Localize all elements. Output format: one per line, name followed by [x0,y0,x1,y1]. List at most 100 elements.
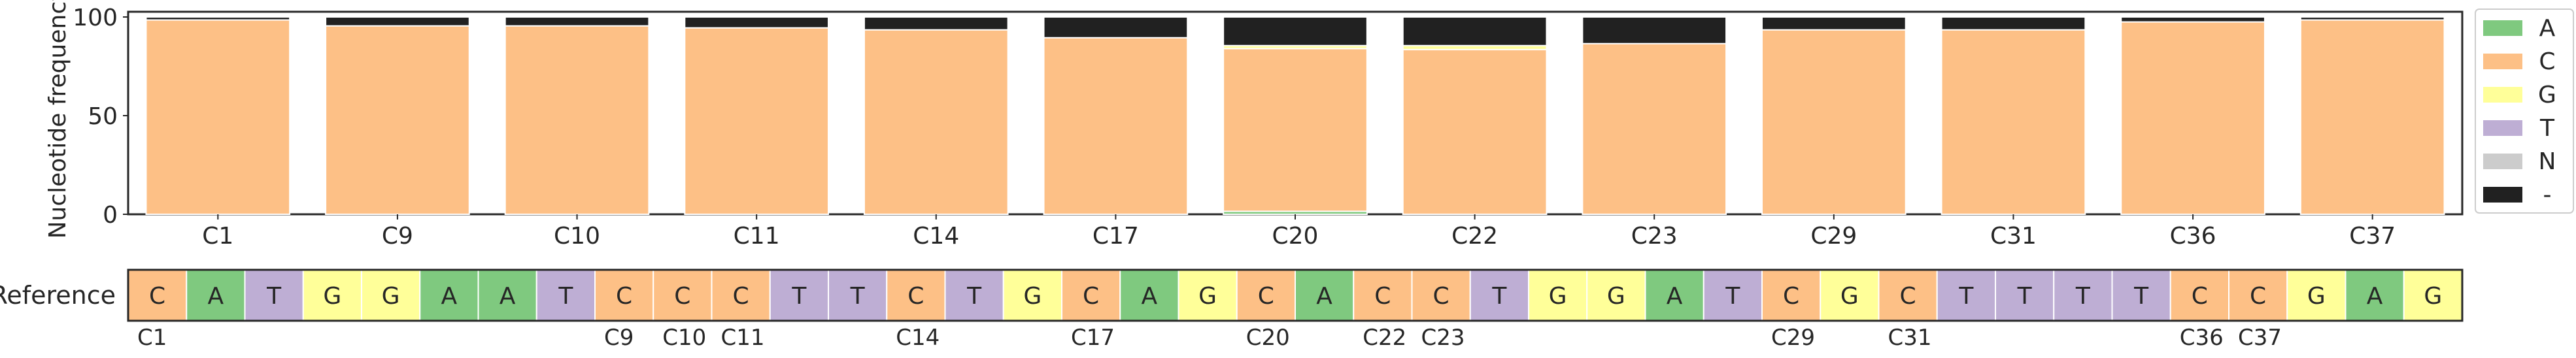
reference-position-labels: C1 C9 C10 C11 C14 C17 C20 C22 C23 C29 C31 C36 C37 [137,325,2282,351]
reference-cell-c [711,269,771,321]
x-axis: C1 C9 C10 C11 C14 C17 C20 C22 C23 C29 C31 C36 C37 [202,214,2396,250]
reference-position-label: C9 [604,325,634,351]
legend-label-g: G [2538,82,2556,108]
x-tick-label: C22 [1451,223,1498,250]
reference-base-letter: G [2307,283,2326,310]
reference-base-letter: T [558,283,573,310]
reference-base-letter: A [500,283,516,310]
y-axis-label: Nucleotide frequency [44,0,71,238]
reference-base-letter: C [1783,283,1799,310]
reference-position-label: C31 [1888,325,1932,351]
x-tick-label: C10 [554,223,600,250]
bar-c31-c [1940,29,2086,215]
reference-base-letter: C [2192,283,2208,310]
reference-base-letter: G [1607,283,1625,310]
reference-base-letter: T [1491,283,1507,310]
reference-cell-c [886,269,946,321]
reference-position-label: C37 [2238,325,2282,351]
x-tick-label: C17 [1093,223,1139,250]
reference-base-letter: A [1316,283,1332,310]
bar-c23-gap [1582,16,1727,44]
reference-base-letter: T [2075,283,2091,310]
legend-swatch-g [2483,87,2522,103]
reference-position-label: C14 [896,325,940,351]
bar-c17-c [1043,37,1189,216]
bar-c37-c [2299,19,2445,216]
reference-base-letter: G [2424,283,2442,310]
reference-base-letter: C [616,283,632,310]
legend-box [2475,8,2574,214]
reference-base-letter: C [149,283,165,310]
reference-frame [127,268,2464,322]
bar-c17-gap [1043,16,1189,39]
reference-position-label: C20 [1246,325,1290,351]
reference-base-letter: T [966,283,982,310]
y-tick-label: 0 [103,202,118,229]
reference-base-letter: T [2017,283,2033,310]
bar-c23-c [1582,42,1727,216]
legend-swatch-n [2483,154,2522,169]
reference-base-letter: C [674,283,690,310]
legend-label-a: A [2539,15,2556,42]
legend-swatch-t [2483,120,2522,136]
x-tick-label: C20 [1272,223,1319,250]
reference-base-letter: C [1258,283,1274,310]
reference-base-letter: A [208,283,224,310]
reference-cell-g [1002,269,1062,321]
bar-c1-c [145,19,291,216]
reference-position-label: C29 [1771,325,1815,351]
reference-base-letter: T [1958,283,1974,310]
y-axis: 0 50 100 [73,5,128,229]
reference-base-letter: G [1023,283,1042,310]
bar-c36-gap [2120,16,2265,23]
reference-cell-t [944,269,1004,321]
bar-c31-gap [1940,16,2086,31]
reference-position-label: C23 [1421,325,1465,351]
bar-c22-c [1402,48,1548,215]
reference-base-letter: A [2367,283,2383,310]
bar-c11-c [684,27,830,216]
bar-c22-gap [1402,16,1548,46]
reference-base-letter: C [1374,283,1391,310]
reference-position-label: C10 [662,325,706,351]
reference-cell-g [1820,269,1880,321]
reference-base-letter: G [382,283,400,310]
reference-cell-c [1353,269,1413,321]
frequency-chart: 0 50 100 C1 C9 C10 C11 C14 C17 C20 C22 C23 C29 C31 C3… [44,0,2464,250]
reference-base-letter: C [1900,283,1916,310]
bar-c10-gap [504,16,650,27]
x-tick-label: C1 [202,223,233,250]
reference-base-letter: A [1667,283,1683,310]
reference-base-letter: T [850,283,866,310]
reference-position-label: C36 [2180,325,2224,351]
y-tick-label: 50 [88,103,118,130]
bar-c36-c [2120,21,2265,216]
reference-base-letter: C [2250,283,2266,310]
reference-cell-g [361,269,421,321]
reference-base-letter: T [266,283,282,310]
reference-position-label: C1 [137,325,167,351]
x-tick-label: C14 [913,223,959,250]
legend-swatch-c [2483,54,2522,69]
legend-label-gap: - [2543,182,2552,208]
reference-cell-g [1528,269,1588,321]
reference-cell-c [594,269,654,321]
reference-base-letter: A [441,283,458,310]
bar-c20-c [1223,48,1368,212]
reference-cell-t [2111,269,2171,321]
reference-position-label: C17 [1071,325,1115,351]
reference-cell-t [1469,269,1529,321]
bar-c29-gap [1761,16,1907,31]
bar-c14-gap [863,16,1009,31]
reference-base-letter: T [1725,283,1740,310]
bar-c9-gap [325,16,470,27]
reference-base-letter: G [1840,283,1859,310]
x-tick-label: C31 [1990,223,2037,250]
reference-label: Reference [0,281,116,310]
x-tick-label: C36 [2170,223,2216,250]
reference-cell-c [1411,269,1471,321]
reference-position-label: C11 [721,325,765,351]
bars-layer [145,16,2445,216]
